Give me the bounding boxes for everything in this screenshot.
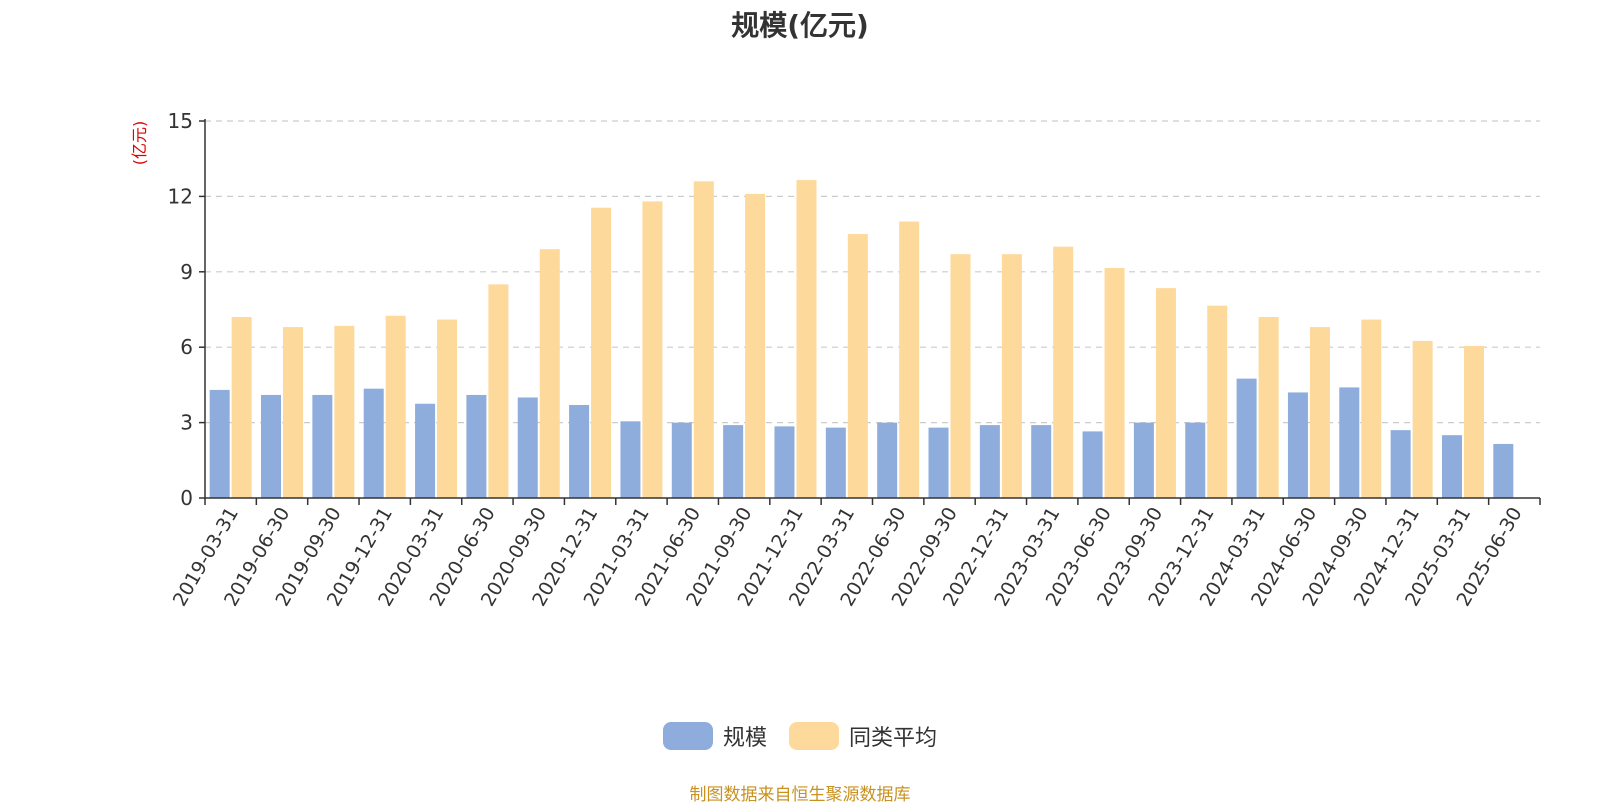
legend-item-peer-average[interactable]: 同类平均 [789, 720, 937, 752]
bar-scale [415, 403, 436, 498]
bar-scale [1339, 387, 1360, 498]
bar-scale [517, 397, 538, 498]
y-axis-unit-label: (亿元) [130, 121, 149, 166]
bar-peer-average [334, 325, 355, 498]
bar-peer-average [1104, 268, 1125, 498]
bar-peer-average [437, 319, 458, 498]
legend-swatch-scale [662, 722, 713, 750]
legend-label-peer-average: 同类平均 [849, 726, 938, 751]
bar-peer-average [1309, 327, 1330, 498]
bar-peer-average [847, 234, 868, 498]
y-tick-label: 0 [180, 486, 193, 510]
y-tick-label: 9 [180, 260, 193, 284]
bar-scale [723, 425, 744, 498]
bar-scale [261, 394, 282, 498]
bar-scale [1441, 435, 1462, 498]
bar-scale [569, 405, 590, 498]
bar-scale [620, 421, 641, 498]
bar-scale [1287, 392, 1308, 498]
bar-scale [979, 425, 1000, 498]
bar-peer-average [1258, 317, 1279, 498]
bar-peer-average [745, 193, 766, 499]
bar-scale [209, 389, 230, 498]
bar-scale [1133, 422, 1154, 498]
bar-peer-average [591, 207, 612, 498]
source-note: 制图数据来自恒生聚源数据库 [689, 785, 911, 805]
bar-peer-average [899, 221, 920, 499]
bar-peer-average [1053, 246, 1074, 498]
bar-peer-average [796, 180, 817, 498]
bar-scale [1185, 422, 1206, 498]
bar-peer-average [231, 317, 252, 498]
y-tick-label: 3 [180, 411, 193, 435]
bar-scale [825, 427, 846, 498]
bar-peer-average [693, 181, 714, 498]
bar-peer-average [1361, 319, 1382, 498]
y-tick-labels: 0 3 6 9 12 15 [168, 109, 193, 510]
bars [209, 180, 1514, 499]
chart-title: 规模(亿元) [731, 9, 869, 42]
bar-scale [1082, 431, 1103, 498]
legend-swatch-peer-average [789, 722, 839, 750]
bar-scale [671, 422, 692, 498]
axes [199, 119, 1541, 505]
bar-peer-average [642, 201, 663, 498]
legend-label-scale: 规模 [722, 726, 767, 751]
bar-peer-average [283, 327, 304, 498]
x-tick-labels: 2019-03-312019-06-302019-09-302019-12-31… [169, 504, 1527, 611]
bar-peer-average [1155, 288, 1176, 498]
bar-scale [774, 426, 795, 498]
bar-scale [877, 422, 898, 498]
bar-peer-average [488, 284, 509, 498]
bar-scale [312, 394, 333, 498]
bar-scale [1390, 430, 1411, 498]
legend: 规模 同类平均 [0, 720, 1600, 752]
bar-peer-average [1207, 305, 1228, 498]
y-tick-label: 12 [168, 184, 193, 208]
bar-peer-average [1463, 345, 1484, 498]
bar-scale [1236, 378, 1257, 498]
legend-item-scale[interactable]: 规模 [662, 720, 767, 752]
bar-peer-average [1412, 340, 1433, 498]
bar-scale [928, 427, 949, 498]
bar-peer-average [539, 249, 560, 498]
bar-peer-average [950, 254, 971, 498]
bar-scale [1493, 443, 1514, 498]
bar-peer-average [385, 315, 406, 498]
bar-scale [363, 388, 384, 498]
y-tick-label: 6 [180, 335, 193, 359]
bar-scale [1031, 425, 1052, 498]
bar-scale [466, 394, 487, 498]
bar-peer-average [1001, 254, 1022, 498]
y-tick-label: 15 [168, 109, 193, 133]
